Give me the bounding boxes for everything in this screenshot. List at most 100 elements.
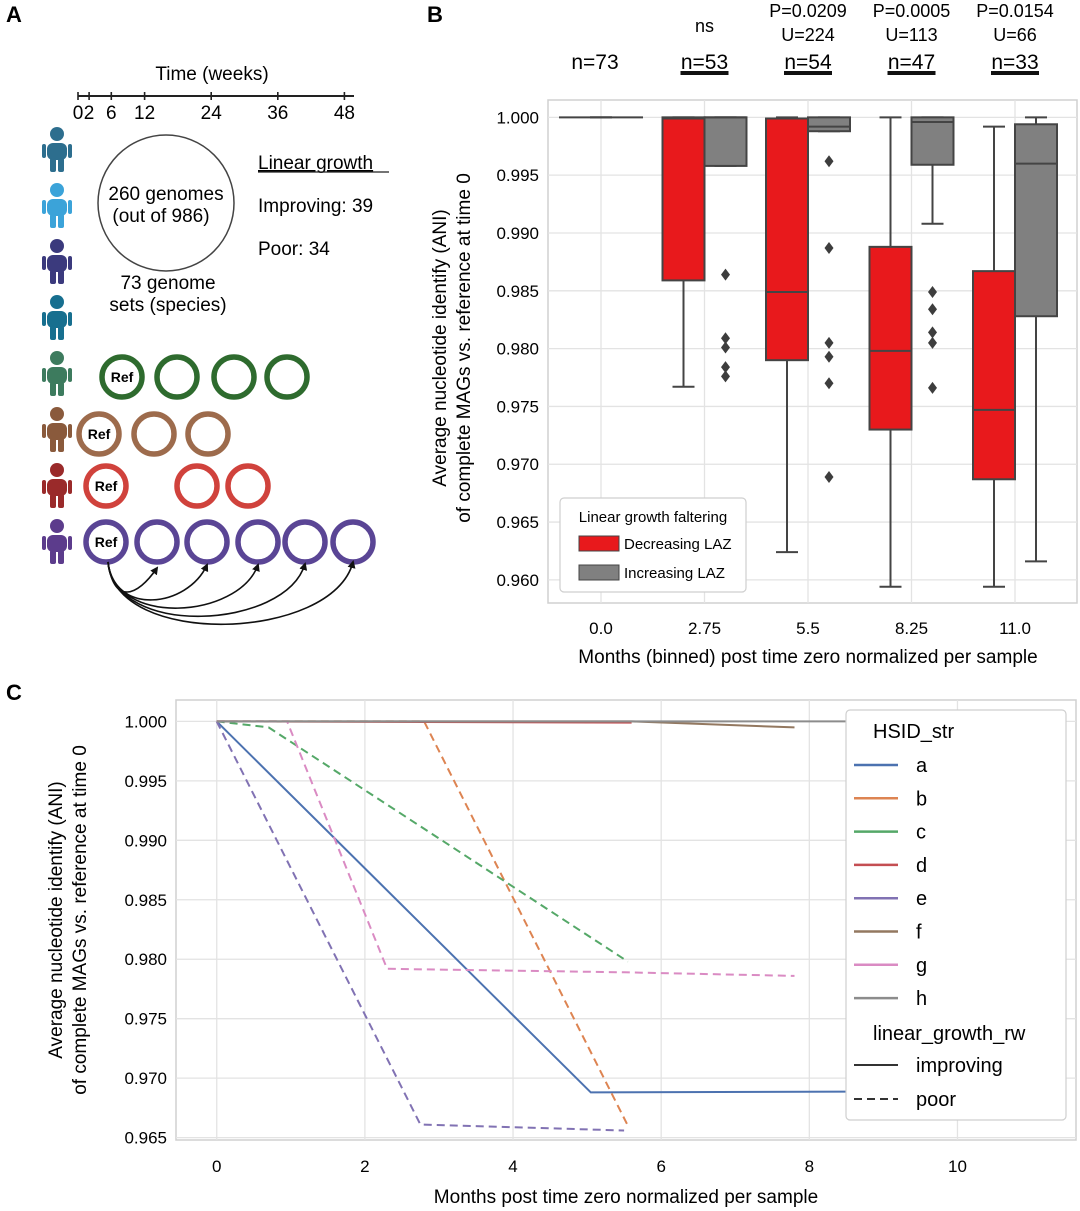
ref-label: Ref (88, 426, 111, 442)
legend-label-h: h (916, 988, 927, 1010)
outlier-point (824, 350, 834, 363)
y-tick-label: 1.000 (496, 108, 539, 127)
genome-ring (184, 519, 230, 565)
y-tick-label: 0.990 (496, 224, 539, 243)
timeline-tick-label: 12 (134, 103, 155, 124)
plot-b-annotations: n=73 n=53 n=54 n=47 n=33 ns P=0.0209 U=224 P=0.0… (571, 1, 1054, 75)
person-icon (42, 351, 72, 396)
plot-b-x-ticks: 0.0 2.75 5.5 8.25 11.0 (589, 619, 1031, 638)
timeline-title: Time (weeks) (155, 64, 268, 85)
legend-label-f: f (916, 922, 922, 944)
ref-label: Ref (111, 369, 134, 385)
outlier-point (721, 268, 730, 281)
panel-label-b: B (427, 2, 443, 27)
x-tick-label: 2 (360, 1157, 369, 1176)
outlier-point (928, 285, 937, 298)
reference-arrows (107, 560, 356, 626)
y-tick-label: 0.965 (124, 1129, 167, 1148)
y-tick-label: 0.990 (124, 831, 167, 850)
circle-line-1: 260 genomes (108, 184, 223, 205)
sample-size-label: n=53 (681, 51, 728, 74)
reference-genome-ring (83, 463, 129, 509)
circle-line-2: (out of 986) (112, 206, 209, 227)
legend-swatch-decreasing (578, 535, 620, 552)
stat-p-label: P=0.0154 (976, 1, 1054, 21)
timeline-tick-label: 24 (201, 103, 223, 124)
genome-ring (185, 411, 231, 457)
x-tick-label: 10 (948, 1157, 967, 1176)
legend-title-growth: linear_growth_rw (873, 1023, 1026, 1045)
y-tick-label: 0.980 (124, 950, 167, 969)
sample-size-label: n=33 (991, 51, 1038, 74)
outlier-point (721, 370, 730, 383)
x-tick-label: 11.0 (999, 619, 1031, 638)
outlier-point (721, 361, 730, 374)
box-decreasing-2.75 (661, 116, 706, 388)
x-tick-label: 5.5 (796, 619, 820, 638)
plot-c-legend-box (845, 709, 1067, 1121)
genome-ring (282, 519, 328, 565)
poor-count: Poor: 34 (258, 239, 330, 260)
box-iqr (703, 116, 748, 167)
person-icon (42, 127, 72, 172)
plot-c-xlabel: Months post time zero normalized per sam… (434, 1187, 818, 1208)
x-tick-label: 2.75 (688, 619, 721, 638)
y-tick-label: 0.980 (496, 340, 539, 359)
stat-p-label: P=0.0209 (769, 1, 847, 21)
legend-label-improving: improving (916, 1055, 1003, 1077)
stat-p-label: ns (695, 16, 714, 36)
species-line-1: 73 genome (120, 273, 215, 294)
x-tick-label: 0.0 (589, 619, 613, 638)
box-decreasing-11.0 (972, 125, 1016, 588)
legend-label-poor: poor (916, 1089, 956, 1111)
legend-label-c: c (916, 822, 926, 844)
species-line-2: sets (species) (109, 295, 226, 316)
outlier-point (721, 332, 730, 345)
legend-label-b: b (916, 788, 927, 810)
reference-arrow (107, 561, 308, 618)
box-increasing-5.5 (807, 116, 851, 483)
box-increasing-8.25 (910, 116, 955, 394)
y-tick-label: 0.965 (496, 513, 539, 532)
panel-b: B 0.9600.9650.9700.9750.9800.9850.9900.9… (427, 1, 1078, 668)
outlier-point (824, 470, 834, 483)
genome-ring (174, 463, 220, 509)
sample-size-label: n=54 (784, 51, 832, 74)
legend-title-hsid: HSID_str (873, 721, 954, 743)
outlier-point (824, 377, 834, 390)
timeline-tick-label: 2 (84, 103, 95, 124)
y-tick-label: 0.970 (496, 455, 539, 474)
plot-c-ylabel-2: of complete MAGs vs. reference at time 0 (70, 745, 91, 1095)
genome-ring (330, 519, 376, 565)
y-tick-label: 1.000 (124, 712, 167, 731)
ref-label: Ref (95, 478, 118, 494)
sample-size-label: n=73 (571, 51, 618, 74)
box-iqr (1014, 123, 1058, 318)
plot-b-boxes (559, 116, 1058, 588)
box-increasing-11.0 (1014, 116, 1058, 563)
reference-arrow (107, 560, 356, 626)
panel-c: C 0.965 0.970 0.975 0.980 0.985 0.990 0.995 1.0… (6, 680, 1077, 1208)
person-icon (42, 463, 72, 508)
stat-p-label: P=0.0005 (873, 1, 951, 21)
legend-label-decreasing: Decreasing LAZ (624, 536, 732, 553)
person-icon (42, 519, 72, 564)
plot-c-ylabel-1: Average nucleotide identify (ANI) (46, 781, 67, 1058)
y-tick-label: 0.960 (496, 571, 539, 590)
person-icon (42, 407, 72, 452)
person-icon (42, 295, 72, 340)
box-decreasing-8.25 (868, 116, 913, 588)
y-tick-label: 0.985 (124, 891, 167, 910)
outlier-point (721, 341, 730, 354)
reference-genome-ring (83, 519, 129, 565)
legend-label-d: d (916, 855, 927, 877)
y-tick-label: 0.985 (496, 282, 539, 301)
genome-ring (211, 354, 257, 400)
outlier-point (928, 303, 937, 316)
outlier-point (928, 336, 937, 349)
genome-rings: Ref Ref Ref Ref (76, 354, 376, 565)
x-tick-label: 0 (212, 1157, 221, 1176)
outlier-point (824, 242, 834, 255)
